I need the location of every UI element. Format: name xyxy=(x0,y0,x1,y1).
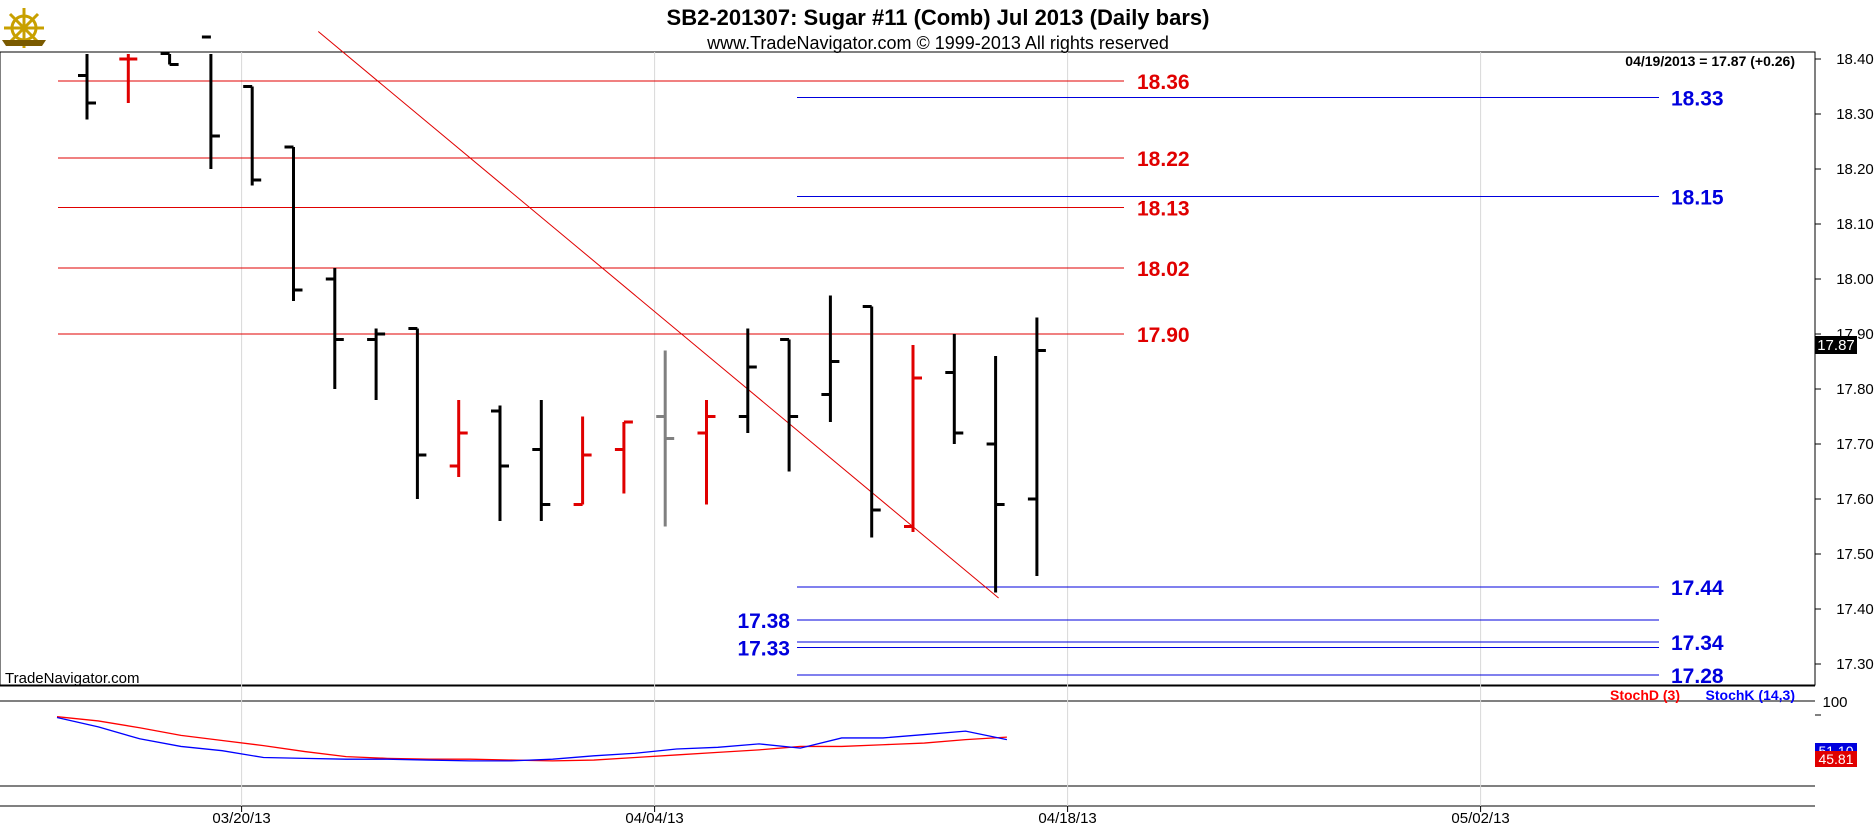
date-axis: 03/20/13 04/04/13 04/18/13 05/02/13 xyxy=(212,806,1510,827)
ohlc-bar xyxy=(904,345,922,532)
ohlc-bar xyxy=(284,145,303,301)
stoch-d-value: 45.81 xyxy=(1818,751,1853,767)
y-tick-label: 17.60 xyxy=(1836,491,1874,508)
red-level-label: 17.90 xyxy=(1137,324,1190,347)
stoch-legend-d: StochD (3) xyxy=(1610,687,1680,703)
ohlc-bar xyxy=(862,305,881,538)
blue-level-label: 17.33 xyxy=(737,638,790,661)
x-tick-label: 05/02/13 xyxy=(1451,810,1509,827)
y-tick-label: 18.20 xyxy=(1836,161,1874,178)
stoch-tick-label: 100 xyxy=(1822,694,1847,711)
ohlc-bar xyxy=(367,328,386,400)
ohlc-bar xyxy=(201,35,220,169)
x-tick-label: 04/18/13 xyxy=(1038,810,1096,827)
ohlc-bar xyxy=(325,268,344,389)
ohlc-bar xyxy=(1027,317,1046,576)
ohlc-bar xyxy=(449,400,468,477)
ohlc-bar xyxy=(656,350,675,527)
ohlc-bar xyxy=(532,400,551,521)
price-axis: 17.3017.4017.5017.6017.7017.8017.9018.00… xyxy=(1815,51,1874,673)
ohlc-bar xyxy=(821,295,840,422)
y-tick-label: 18.00 xyxy=(1836,271,1874,288)
ship-wheel-logo-icon xyxy=(2,8,46,48)
ohlc-bar xyxy=(160,52,179,66)
stoch-k-line xyxy=(56,716,1008,762)
price-marker-box xyxy=(1815,336,1857,354)
watermark-text: TradeNavigator.com xyxy=(5,670,140,687)
red-level-label: 18.36 xyxy=(1137,71,1190,94)
blue-level-label: 17.44 xyxy=(1671,577,1724,600)
y-tick-label: 17.40 xyxy=(1836,601,1874,618)
ohlc-bar xyxy=(945,334,964,444)
price-panel xyxy=(0,51,1816,686)
ohlc-bar xyxy=(738,328,757,433)
red-level-label: 18.22 xyxy=(1137,148,1190,171)
blue-level-label: 18.33 xyxy=(1671,88,1724,111)
y-tick-label: 18.40 xyxy=(1836,51,1874,68)
stoch-d-value-box xyxy=(1815,751,1857,767)
stochastic-panel: StochD (3)StochK (14,3)10051.1045.81 xyxy=(56,687,1857,767)
y-tick-label: 17.80 xyxy=(1836,381,1874,398)
ohlc-bar xyxy=(986,356,1005,593)
ohlc-bar xyxy=(243,85,262,186)
ohlc-bar xyxy=(573,416,592,506)
level-lines: 18.36 18.22 18.13 18.02 17.90 18.33 18.15 17.44… xyxy=(58,71,1724,688)
trendline-layer xyxy=(317,31,999,599)
ohlc-bar xyxy=(780,338,799,472)
ohlc-bar xyxy=(491,405,509,521)
red-level-label: 18.13 xyxy=(1137,198,1190,221)
stoch-d-line xyxy=(56,716,1007,762)
x-tick-label: 03/20/13 xyxy=(212,810,270,827)
chart-title: SB2-201307: Sugar #11 (Comb) Jul 2013 (D… xyxy=(667,5,1210,30)
red-level-label: 18.02 xyxy=(1137,258,1190,281)
grid-lines xyxy=(241,52,1482,806)
blue-level-label: 17.28 xyxy=(1671,665,1724,688)
y-tick-label: 17.70 xyxy=(1836,436,1874,453)
y-tick-label: 17.30 xyxy=(1836,656,1874,673)
blue-level-label: 17.34 xyxy=(1671,632,1724,655)
price-marker: 17.87 xyxy=(1817,337,1855,354)
ohlc-bar xyxy=(119,54,138,103)
last-price-label: 04/19/2013 = 17.87 (+0.26) xyxy=(1625,53,1795,69)
blue-level-label: 17.38 xyxy=(737,610,790,633)
stoch-legend-k: StochK (14,3) xyxy=(1706,687,1795,703)
ohlc-bars xyxy=(78,35,1046,593)
ohlc-bar xyxy=(614,420,633,494)
y-tick-label: 18.30 xyxy=(1836,106,1874,123)
trendline xyxy=(317,31,999,599)
blue-level-label: 18.15 xyxy=(1671,187,1724,210)
ohlc-bar xyxy=(697,400,716,505)
x-tick-label: 04/04/13 xyxy=(625,810,683,827)
y-tick-label: 17.50 xyxy=(1836,546,1874,563)
ohlc-bar xyxy=(78,54,96,120)
ohlc-bar xyxy=(408,327,427,499)
y-tick-label: 18.10 xyxy=(1836,216,1874,233)
chart-subtitle: www.TradeNavigator.com © 1999-2013 All r… xyxy=(706,33,1169,53)
